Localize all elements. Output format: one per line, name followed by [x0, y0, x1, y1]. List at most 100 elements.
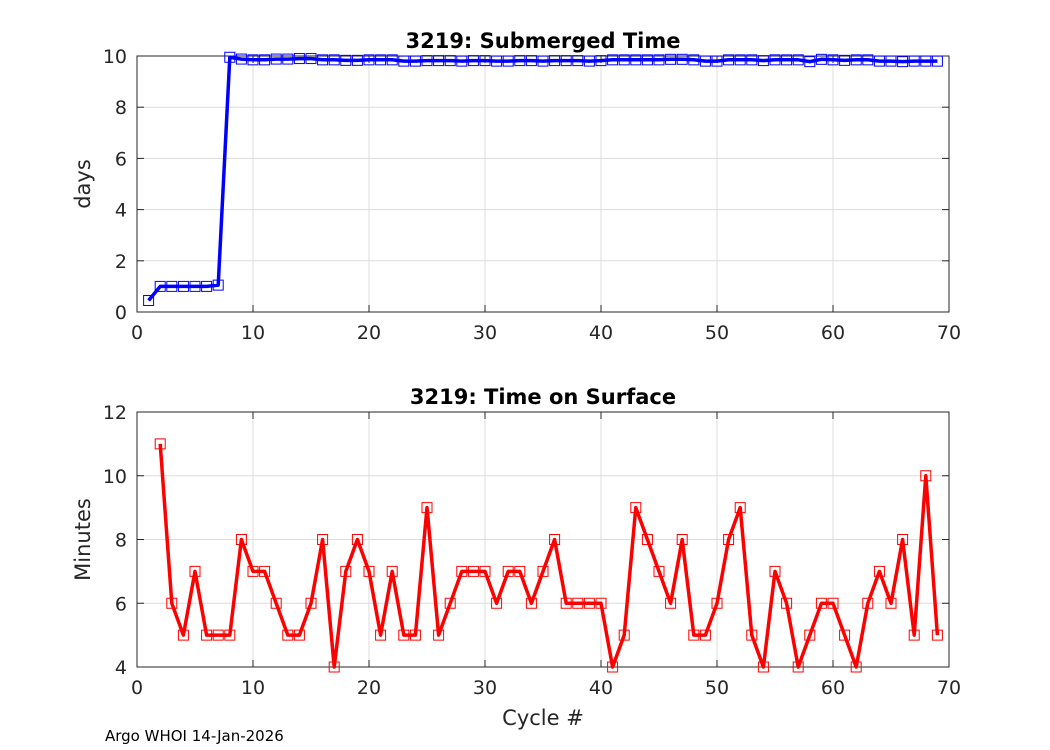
data-point-marker — [607, 661, 619, 673]
data-point-marker — [479, 55, 491, 67]
x-tick-label: 50 — [705, 677, 729, 699]
series-line — [147, 55, 938, 302]
data-point-marker — [525, 55, 537, 67]
data-point-marker — [444, 597, 456, 609]
axes-frame — [136, 411, 950, 668]
y-tick-label: 10 — [103, 46, 127, 68]
data-point-marker — [897, 534, 909, 545]
data-point-marker — [618, 629, 630, 641]
data-point-marker — [363, 54, 375, 66]
data-point-marker — [328, 54, 340, 66]
data-point-marker — [792, 54, 804, 66]
y-tick-label: 4 — [115, 200, 127, 222]
y-tick-label: 8 — [115, 530, 127, 552]
data-point-marker — [259, 54, 271, 66]
data-point-marker — [641, 534, 653, 545]
data-point-marker — [514, 55, 526, 67]
data-point-marker — [340, 565, 352, 577]
x-tick-label: 60 — [821, 677, 845, 699]
data-point-marker — [212, 629, 224, 641]
data-point-marker — [514, 565, 526, 577]
data-point-marker — [711, 55, 723, 67]
data-point-marker — [815, 53, 827, 65]
data-point-marker — [537, 565, 549, 577]
data-point-marker — [549, 55, 561, 67]
data-point-marker — [908, 55, 920, 67]
data-point-marker — [583, 55, 595, 67]
data-point-marker — [711, 597, 723, 609]
data-point-marker — [363, 565, 375, 577]
data-point-marker — [827, 54, 839, 66]
data-point-marker — [247, 565, 259, 577]
data-point-marker — [641, 54, 653, 66]
data-point-marker — [235, 534, 247, 545]
data-point-marker — [850, 54, 862, 66]
data-point-marker — [873, 55, 885, 67]
data-point-marker — [259, 565, 271, 577]
data-point-marker — [177, 280, 189, 292]
data-point-marker — [456, 565, 468, 577]
data-point-marker — [630, 502, 642, 514]
data-point-marker — [699, 629, 711, 641]
data-point-marker — [525, 597, 537, 609]
x-tick-label: 10 — [241, 322, 265, 344]
data-point-marker — [908, 629, 920, 641]
data-point-marker — [607, 54, 619, 66]
data-point-marker — [862, 597, 874, 609]
data-point-marker — [235, 53, 247, 65]
data-point-marker — [305, 53, 317, 65]
y-tick-label: 2 — [115, 251, 127, 273]
data-point-marker — [270, 53, 282, 65]
data-point-marker — [653, 565, 665, 577]
data-point-marker — [502, 55, 514, 67]
data-point-marker — [804, 56, 816, 68]
submerged-time-plot: 0 10 20 30 40 50 60 70 0 2 4 6 8 10 3219: Submerged Ti… — [71, 29, 961, 344]
data-point-marker — [618, 54, 630, 66]
data-point-marker — [583, 597, 595, 609]
y-axis-label: Minutes — [71, 498, 95, 581]
data-point-marker — [595, 597, 607, 609]
data-point-marker — [421, 55, 433, 67]
data-point-marker — [282, 629, 294, 641]
data-point-marker — [839, 629, 851, 641]
data-point-marker — [560, 55, 572, 67]
surface-time-plot: 0 10 20 30 40 50 60 70 4 6 8 10 12 3219: Time on Surf… — [71, 385, 961, 730]
data-point-marker — [595, 55, 607, 67]
y-tick-label: 4 — [115, 657, 127, 679]
x-tick-label: 70 — [937, 322, 961, 344]
data-point-marker — [502, 565, 514, 577]
data-point-marker — [920, 55, 932, 67]
data-point-marker — [317, 54, 329, 66]
data-point-marker — [885, 597, 897, 609]
data-point-marker — [676, 534, 688, 545]
data-point-marker — [433, 629, 445, 641]
data-point-marker — [549, 534, 561, 545]
y-tick-label: 12 — [103, 402, 127, 424]
data-point-marker — [293, 629, 305, 641]
data-point-marker — [166, 597, 178, 609]
data-point-marker — [560, 597, 572, 609]
footer-credit: Argo WHOI 14-Jan-2026 — [105, 727, 284, 745]
data-point-marker — [676, 53, 688, 65]
data-point-marker — [317, 534, 329, 545]
x-tick-label: 40 — [589, 677, 613, 699]
x-tick-label: 30 — [473, 322, 497, 344]
data-point-marker — [757, 661, 769, 673]
data-point-marker — [804, 629, 816, 641]
data-point-marker — [154, 438, 166, 450]
chart-title: 3219: Submerged Time — [405, 29, 680, 53]
data-point-marker — [769, 54, 781, 66]
data-point-marker — [723, 54, 735, 66]
data-point-marker — [769, 565, 781, 577]
data-point-marker — [456, 55, 468, 67]
data-point-marker — [688, 54, 700, 66]
data-point-marker — [897, 56, 909, 68]
data-point-marker — [630, 54, 642, 66]
x-tick-label: 20 — [357, 322, 381, 344]
x-tick-label: 10 — [241, 677, 265, 699]
data-point-marker — [166, 280, 178, 292]
x-tick-label: 20 — [357, 677, 381, 699]
x-axis-label: Cycle # — [502, 706, 584, 730]
data-point-marker — [757, 55, 769, 67]
